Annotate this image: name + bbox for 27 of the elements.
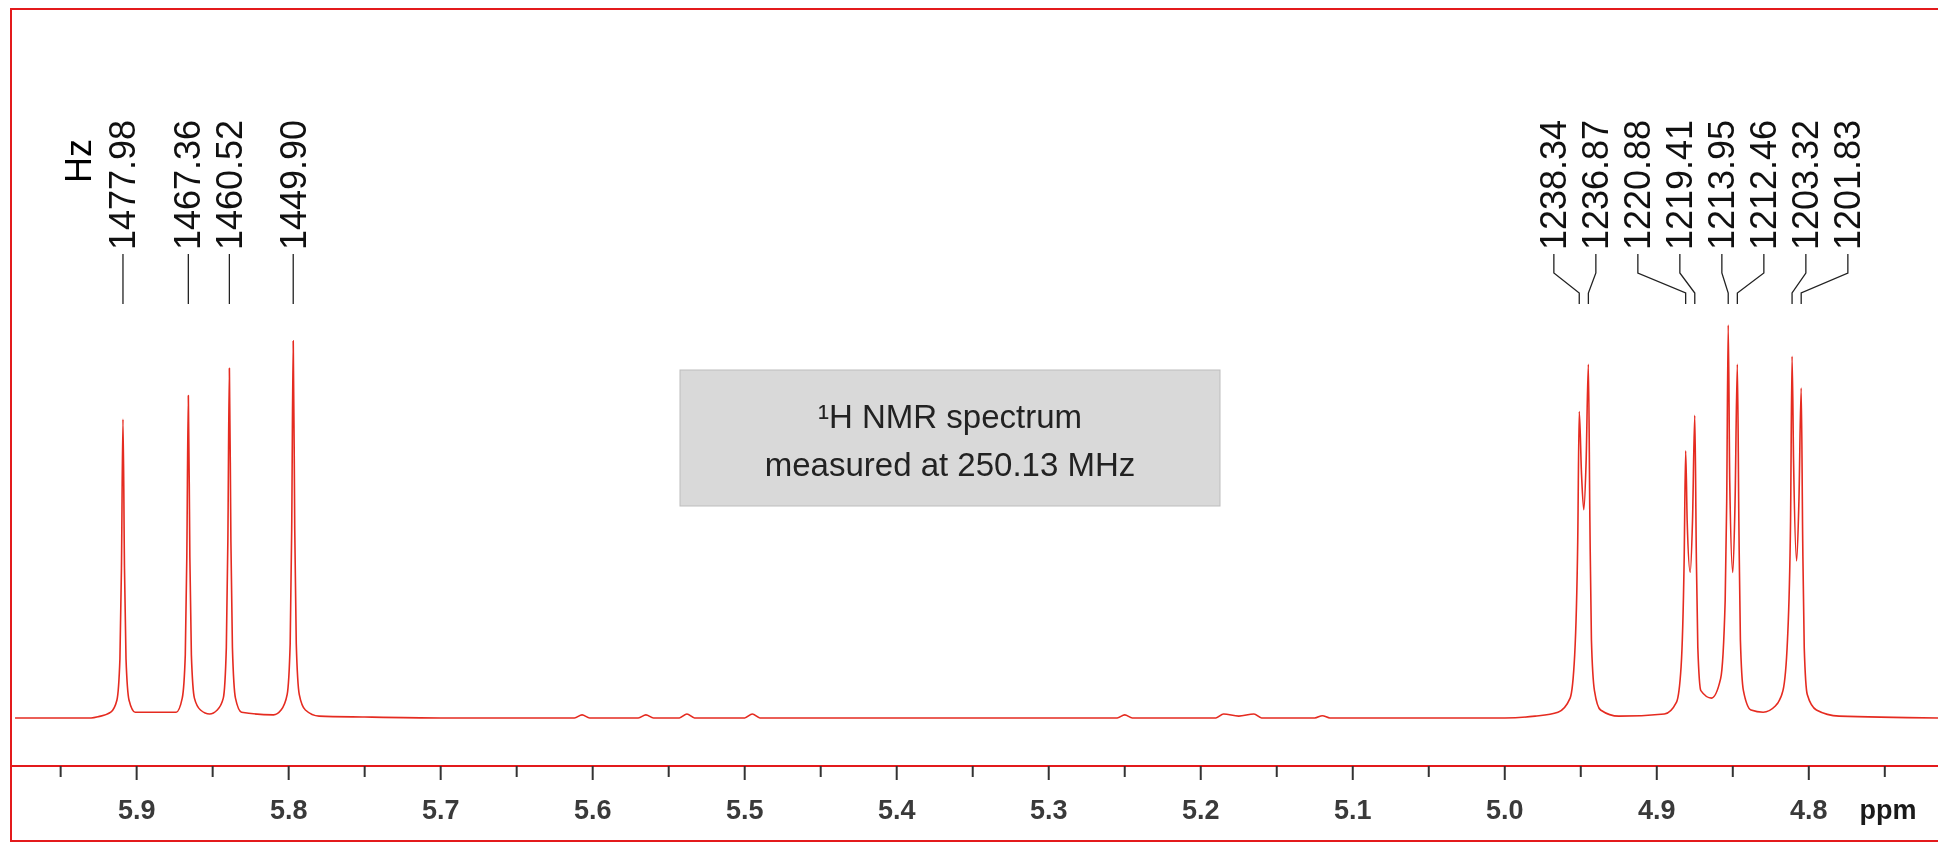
annotation: 1467.36 bbox=[167, 119, 209, 250]
x-tick-label: 5.0 bbox=[1485, 795, 1524, 825]
x-tick-label: 5.1 bbox=[1333, 795, 1372, 825]
annotation: 1238.34 bbox=[1533, 119, 1575, 250]
x-tick-label: 4.8 bbox=[1790, 795, 1828, 825]
annotation: 1203.32 bbox=[1785, 119, 1827, 250]
x-tick-label: 5.5 bbox=[725, 795, 764, 825]
annotation: 1477.98 bbox=[102, 119, 144, 250]
x-tick-label: 5.4 bbox=[877, 795, 916, 825]
x-tick-label: 5.6 bbox=[573, 795, 612, 825]
x-tick-label: 4.9 bbox=[1638, 795, 1676, 825]
text: Hz bbox=[57, 139, 99, 183]
annotation: 1219.41 bbox=[1659, 119, 1701, 250]
x-tick-label: 5.3 bbox=[1029, 795, 1068, 825]
x-axis-title: ppm bbox=[1859, 795, 1917, 825]
x-tick-label: 5.2 bbox=[1181, 795, 1220, 825]
annotation: ¹H NMR spectrum measured at 250.13 MHz bbox=[764, 398, 1136, 483]
annotation: 1220.88 bbox=[1617, 119, 1659, 250]
x-tick-label: 5.7 bbox=[421, 795, 460, 825]
annotation: 1213.95 bbox=[1701, 119, 1743, 250]
x-tick-label: 5.8 bbox=[269, 795, 308, 825]
annotation: 1212.46 bbox=[1743, 119, 1785, 250]
annotation: 1449.90 bbox=[272, 119, 314, 250]
annotation: 1236.87 bbox=[1575, 119, 1617, 250]
annotation: 1460.52 bbox=[209, 119, 251, 250]
x-tick-label: 5.9 bbox=[117, 795, 156, 825]
annotation: 1201.83 bbox=[1827, 119, 1869, 250]
